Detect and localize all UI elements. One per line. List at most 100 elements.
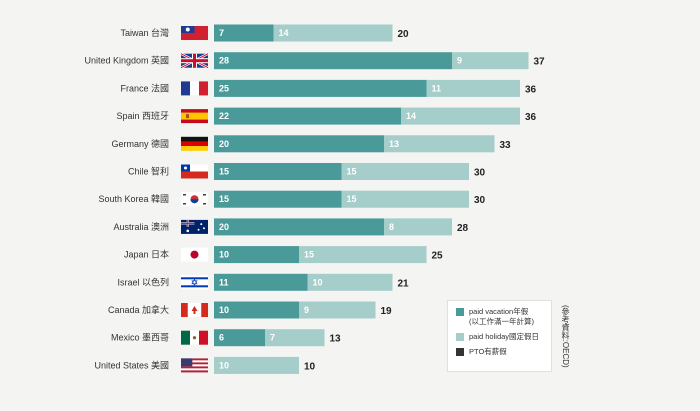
country-label: France 法國 bbox=[120, 82, 169, 93]
bar-total-label: 20 bbox=[398, 29, 410, 40]
bar-paid-holiday bbox=[384, 135, 495, 153]
bar-total-label: 37 bbox=[534, 57, 546, 68]
legend-item-paid-vacation: paid vacation年假 (以工作滿一年計算) bbox=[456, 307, 551, 327]
legend-item-pto: PTO有薪假 bbox=[456, 347, 551, 357]
legend-label-paid-vacation: paid vacation年假 bbox=[469, 307, 529, 316]
bar-label-paid-holiday: 14 bbox=[406, 111, 416, 121]
bar-total-label: 36 bbox=[525, 112, 537, 123]
bar-paid-holiday bbox=[341, 163, 469, 180]
country-label: Canada 加拿大 bbox=[108, 304, 169, 315]
country-label: Chile 智利 bbox=[128, 166, 169, 177]
bar-total-label: 25 bbox=[432, 251, 444, 262]
canada-flag-icon bbox=[181, 303, 208, 317]
bar-paid-vacation bbox=[214, 24, 274, 42]
bar-label-paid-holiday: 10 bbox=[219, 360, 229, 370]
uk-flag-icon bbox=[180, 52, 209, 69]
bar-paid-holiday bbox=[452, 52, 529, 70]
legend-label-paid-holiday: paid holiday國定假日 bbox=[469, 332, 540, 341]
bar-paid-vacation bbox=[214, 163, 342, 180]
bar-label-paid-holiday: 15 bbox=[304, 250, 314, 260]
bar-label-paid-vacation: 20 bbox=[219, 222, 229, 232]
bar-paid-holiday bbox=[307, 273, 393, 291]
bar-total-label: 28 bbox=[457, 223, 469, 234]
bar-label-paid-vacation: 22 bbox=[219, 111, 229, 121]
country-label: Taiwan 台灣 bbox=[120, 27, 169, 38]
mexico-flag-icon bbox=[181, 330, 208, 345]
south-korea-flag-icon bbox=[181, 192, 208, 207]
bar-paid-holiday bbox=[299, 301, 376, 319]
bar-label-paid-vacation: 10 bbox=[219, 305, 229, 315]
country-label: South Korea 韓國 bbox=[98, 194, 169, 204]
bar-label-paid-vacation: 25 bbox=[219, 83, 229, 93]
country-label: Germany 德國 bbox=[111, 138, 169, 149]
bar-paid-vacation bbox=[214, 218, 384, 236]
chile-flag-icon bbox=[181, 164, 208, 179]
bar-label-paid-holiday: 15 bbox=[347, 194, 357, 204]
germany-flag-icon bbox=[181, 136, 208, 151]
israel-flag-icon bbox=[181, 275, 208, 290]
australia-flag-icon bbox=[181, 219, 208, 234]
bar-label-paid-holiday: 11 bbox=[432, 83, 442, 93]
bar-paid-holiday bbox=[214, 356, 299, 374]
bar-total-label: 10 bbox=[304, 361, 316, 372]
bar-label-paid-vacation: 15 bbox=[219, 167, 229, 177]
bar-paid-vacation bbox=[214, 329, 265, 347]
bar-paid-holiday bbox=[401, 107, 520, 125]
bar-label-paid-holiday: 9 bbox=[304, 305, 309, 315]
country-label: United States 美國 bbox=[94, 359, 169, 370]
legend-label-paid-vacation-note: (以工作滿一年計算) bbox=[469, 317, 534, 326]
spain-flag-icon bbox=[181, 109, 208, 124]
taiwan-flag-icon bbox=[181, 26, 208, 40]
bar-total-label: 21 bbox=[398, 278, 410, 289]
bar-label-paid-vacation: 6 bbox=[219, 333, 224, 343]
bar-paid-vacation bbox=[214, 190, 342, 208]
japan-flag-icon bbox=[181, 247, 208, 262]
bar-total-label: 30 bbox=[474, 168, 486, 179]
bar-paid-holiday bbox=[426, 79, 520, 97]
country-label: Japan 日本 bbox=[124, 249, 169, 260]
bar-label-paid-vacation: 7 bbox=[219, 28, 224, 38]
bar-label-paid-holiday: 15 bbox=[347, 167, 357, 177]
bar-label-paid-vacation: 11 bbox=[219, 277, 229, 287]
bar-total-label: 36 bbox=[525, 84, 537, 95]
country-label: United Kingdom 英國 bbox=[84, 55, 169, 66]
bar-paid-vacation bbox=[214, 273, 308, 291]
bar-label-paid-vacation: 10 bbox=[219, 250, 229, 260]
bar-paid-vacation bbox=[214, 79, 427, 97]
bar-paid-holiday bbox=[341, 190, 469, 208]
bar-paid-vacation bbox=[214, 135, 384, 153]
bar-label-paid-holiday: 8 bbox=[389, 222, 394, 232]
france-flag-icon bbox=[181, 81, 208, 96]
bar-total-label: 13 bbox=[330, 334, 342, 345]
legend-swatch-paid-holiday bbox=[456, 333, 464, 341]
country-label: Australia 澳洲 bbox=[113, 221, 169, 232]
bar-label-paid-vacation: 20 bbox=[219, 139, 229, 149]
bar-label-paid-vacation: 15 bbox=[219, 194, 229, 204]
country-label: Mexico 墨西哥 bbox=[111, 333, 169, 343]
bar-paid-vacation bbox=[214, 52, 452, 70]
legend-swatch-pto bbox=[456, 348, 464, 356]
bar-paid-vacation bbox=[214, 246, 299, 264]
country-label: Israel 以色列 bbox=[117, 276, 169, 287]
bar-label-paid-vacation: 28 bbox=[219, 56, 229, 66]
bar-label-paid-holiday: 13 bbox=[389, 139, 399, 149]
legend-swatch-paid-vacation bbox=[456, 308, 464, 316]
bar-paid-holiday bbox=[384, 218, 452, 236]
bar-label-paid-holiday: 14 bbox=[279, 28, 289, 38]
bar-paid-vacation bbox=[214, 301, 299, 319]
bar-total-label: 33 bbox=[500, 140, 512, 151]
usa-flag-icon bbox=[181, 358, 208, 373]
bar-label-paid-holiday: 10 bbox=[313, 277, 323, 287]
bar-total-label: 30 bbox=[474, 195, 486, 206]
legend: paid vacation年假 (以工作滿一年計算) paid holiday國… bbox=[447, 300, 552, 372]
country-label: Spain 西班牙 bbox=[116, 110, 169, 121]
bar-paid-holiday bbox=[265, 329, 325, 347]
bar-total-label: 19 bbox=[381, 306, 393, 317]
bar-paid-holiday bbox=[299, 246, 427, 264]
bar-label-paid-holiday: 7 bbox=[270, 333, 275, 343]
legend-label-pto: PTO有薪假 bbox=[469, 347, 507, 356]
bar-paid-vacation bbox=[214, 107, 401, 125]
source-note: (參考資料:OECD) bbox=[561, 305, 570, 368]
bar-paid-holiday bbox=[273, 24, 393, 42]
